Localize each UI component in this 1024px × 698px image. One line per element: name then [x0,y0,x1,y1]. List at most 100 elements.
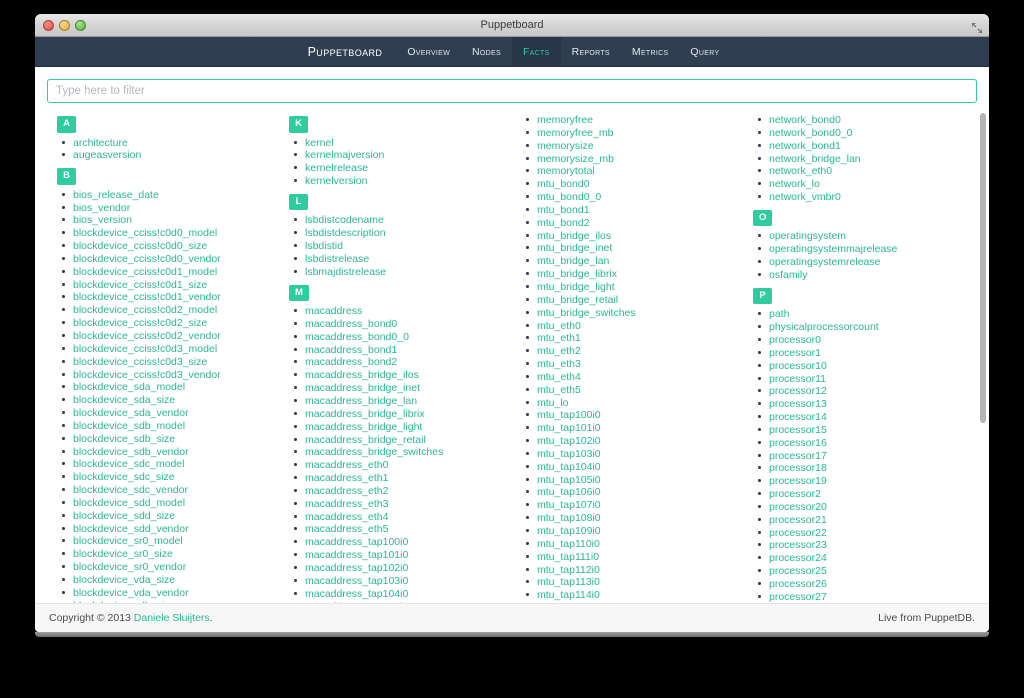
fact-link[interactable]: macaddress_eth3 [305,497,389,510]
fact-link[interactable]: mtu_bond2 [537,216,590,229]
fact-link[interactable]: macaddress_tap103i0 [305,574,409,587]
fact-link[interactable]: physicalprocessorcount [769,321,879,334]
fact-link[interactable]: network_lo [769,178,820,191]
fact-link[interactable]: network_eth0 [769,165,833,178]
fact-link[interactable]: memoryfree_mb [537,126,614,139]
fact-link[interactable]: blockdevice_sr0_size [73,548,173,561]
fact-link[interactable]: processor20 [769,500,827,513]
fact-link[interactable]: network_bond1 [769,139,841,152]
fact-link[interactable]: processor11 [769,372,827,385]
maximize-window-icon[interactable] [75,19,86,31]
fact-link[interactable]: network_bond0_0 [769,126,853,139]
fact-link[interactable]: mtu_tap102i0 [537,435,601,448]
tab-metrics[interactable]: Metrics [631,46,669,58]
fact-link[interactable]: network_bond0 [769,114,841,126]
fact-link[interactable]: architecture [73,136,128,149]
fact-link[interactable]: macaddress_bridge_ilos [305,369,419,382]
fact-link[interactable]: augeasversion [73,149,142,162]
fact-link[interactable]: macaddress_bridge_retail [305,433,426,446]
fact-link[interactable]: processor27 [769,590,827,603]
scrollbar-thumb[interactable] [980,113,986,423]
tab-facts[interactable]: Facts [511,37,561,67]
fact-link[interactable]: mtu_bridge_librix [537,268,617,281]
fact-link[interactable]: macaddress_tap104i0 [305,587,409,600]
fact-link[interactable]: blockdevice_sdb_size [73,432,176,445]
fact-link[interactable]: blockdevice_sr0_model [73,535,183,548]
fact-link[interactable]: processor12 [769,385,827,398]
author-link[interactable]: Daniele Sluijters [133,612,210,624]
fact-link[interactable]: mtu_bridge_retail [537,293,619,306]
fact-link[interactable]: mtu_eth5 [537,383,581,396]
fact-link[interactable]: mtu_eth3 [537,358,581,371]
fact-link[interactable]: macaddress_tap101i0 [305,549,409,562]
fact-link[interactable]: mtu_tap113i0 [537,576,600,589]
fact-link[interactable]: blockdevice_sdb_model [73,419,186,432]
fact-link[interactable]: mtu_tap104i0 [537,460,601,473]
fact-link[interactable]: lsbdistid [305,240,343,253]
fact-link[interactable]: operatingsystem [769,230,847,243]
fact-link[interactable]: mtu_bridge_lan [537,255,610,268]
tab-nodes[interactable]: Nodes [472,46,501,58]
fact-link[interactable]: blockdevice_vda_size [73,574,176,586]
fact-link[interactable]: mtu_tap106i0 [537,486,601,499]
fact-link[interactable]: macaddress_eth1 [305,472,389,485]
fact-link[interactable]: blockdevice_cciss!c0d1_size [73,278,208,291]
fact-link[interactable]: network_bridge_lan [769,152,861,165]
fact-link[interactable]: mtu_tap107i0 [537,499,601,512]
fact-link[interactable]: mtu_tap114i0 [537,589,600,602]
fact-link[interactable]: macaddress_bond0 [305,317,398,330]
fact-link[interactable]: osfamily [769,268,808,281]
fact-link[interactable]: kernel [305,136,334,149]
fact-link[interactable]: lsbdistcodename [305,214,384,227]
fact-link[interactable]: mtu_bridge_inet [537,242,613,255]
fact-link[interactable]: mtu_tap112i0 [537,563,600,576]
fact-link[interactable]: processor22 [769,526,827,539]
close-window-icon[interactable] [43,19,54,31]
fact-link[interactable]: blockdevice_sr0_vendor [73,561,187,574]
fact-link[interactable]: macaddress_tap105i0 [305,601,408,604]
tab-query[interactable]: Query [690,46,720,58]
fact-link[interactable]: operatingsystemrelease [769,256,881,269]
fact-link[interactable]: mtu_tap108i0 [537,512,601,525]
fact-link[interactable]: mtu_tap103i0 [537,447,601,460]
fact-link[interactable]: bios_version [73,214,132,227]
fact-link[interactable]: blockdevice_sda_vendor [73,407,189,420]
fact-filter-input[interactable] [47,79,977,103]
fact-link[interactable]: processor16 [769,436,827,449]
minimize-window-icon[interactable] [59,19,70,31]
fact-link[interactable]: blockdevice_cciss!c0d1_vendor [73,291,221,304]
fact-link[interactable]: processor19 [769,475,827,488]
vertical-scrollbar[interactable] [979,111,987,603]
fact-link[interactable]: mtu_bridge_switches [537,306,636,319]
tab-overview[interactable]: Overview [407,46,451,58]
fact-link[interactable]: macaddress_bridge_light [305,420,423,433]
fact-link[interactable]: macaddress_bridge_librix [305,407,425,420]
fact-link[interactable]: mtu_bond0_0 [537,191,602,204]
fact-link[interactable]: mtu_tap110i0 [537,537,600,550]
brand-puppetboard[interactable]: Puppetboard [307,45,383,59]
fact-link[interactable]: blockdevice_sdd_vendor [73,522,189,535]
fact-link[interactable]: blockdevice_sdd_size [73,509,176,522]
fact-link[interactable]: macaddress_bond2 [305,356,398,369]
fact-link[interactable]: blockdevice_sdb_vendor [73,445,189,458]
fact-link[interactable]: blockdevice_cciss!c0d2_size [73,317,208,330]
fact-link[interactable]: blockdevice_cciss!c0d3_vendor [73,368,221,381]
fact-link[interactable]: kernelversion [305,175,368,188]
fact-link[interactable]: mtu_eth0 [537,319,581,332]
fact-link[interactable]: mtu_bridge_ilos [537,229,612,242]
fact-link[interactable]: blockdevice_cciss!c0d3_size [73,355,208,368]
fact-link[interactable]: mtu_bond0 [537,178,590,191]
fact-link[interactable]: processor17 [769,449,827,462]
fact-link[interactable]: macaddress_bridge_lan [305,395,418,407]
fact-link[interactable]: operatingsystemmajrelease [769,243,898,256]
fact-link[interactable]: blockdevice_sda_model [73,381,186,394]
fact-link[interactable]: processor1 [769,346,821,359]
fact-link[interactable]: lsbdistrelease [305,252,370,265]
fact-link[interactable]: macaddress_bond0_0 [305,330,409,343]
fact-link[interactable]: processor14 [769,411,827,424]
fact-link[interactable]: mtu_bridge_light [537,280,615,293]
fact-link[interactable]: macaddress_eth5 [305,523,389,536]
fact-link[interactable]: bios_vendor [73,201,131,214]
fact-link[interactable]: blockdevice_cciss!c0d2_vendor [73,329,221,342]
fact-link[interactable]: memorysize [537,139,594,152]
